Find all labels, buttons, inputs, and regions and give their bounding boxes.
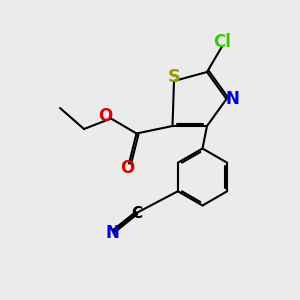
Text: N: N <box>226 90 239 108</box>
Text: N: N <box>106 224 119 242</box>
Text: C: C <box>131 206 142 220</box>
Text: O: O <box>120 159 135 177</box>
Text: Cl: Cl <box>213 33 231 51</box>
Text: S: S <box>167 68 181 85</box>
Text: O: O <box>98 107 113 125</box>
